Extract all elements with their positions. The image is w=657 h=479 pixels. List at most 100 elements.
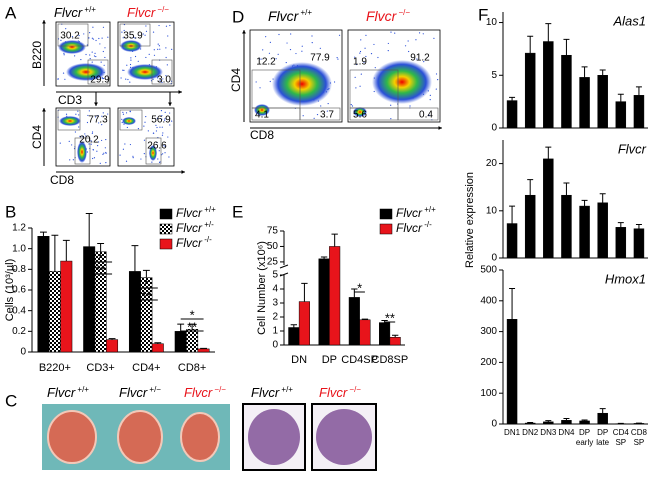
dot [171,120,173,122]
dot [258,58,261,60]
dot [107,113,109,115]
error-bar [320,256,328,259]
dot [89,54,91,56]
dot [90,143,92,145]
dot [147,130,149,132]
dot [84,133,86,135]
dot [78,126,80,128]
dot [422,33,424,35]
dot [103,152,105,154]
axes [502,140,648,259]
axis-label: CD4 [30,125,44,149]
bar [174,331,187,353]
dot [326,110,328,112]
dot [161,126,163,128]
dot [125,112,128,114]
legend-label: Flvcr +/- [176,220,214,235]
y-tick-label: 1.2 [12,223,26,234]
error-bar [635,86,642,96]
dot [165,56,167,59]
dot [152,31,155,33]
dot [59,142,61,144]
bar [506,319,518,425]
panel-letter: B [5,202,16,221]
bar [288,327,300,346]
gate [74,137,91,165]
dot [68,140,70,142]
dot [96,150,98,152]
bar [633,95,645,129]
dot [79,135,81,137]
dot [122,111,124,113]
x-tick-label: CD3+ [86,362,114,374]
dot [105,138,107,141]
genotype-label: Flvcr +/− [119,385,161,400]
gate-value: 5.6 [353,110,367,121]
bar [579,420,590,425]
cell-cluster [272,62,332,106]
gate-value: 3.7 [320,110,334,121]
dot [143,125,145,127]
tissue [316,409,372,465]
dot [278,33,280,36]
dot [137,60,139,62]
dot [122,69,124,71]
dot [100,61,102,63]
dot [82,136,84,138]
genotype-label: Flvcr −/− [127,5,169,20]
dot [93,157,96,159]
dot [157,48,159,50]
dot [373,43,375,46]
dot [63,52,65,54]
dot [91,132,93,135]
dot [78,114,80,116]
dot [94,52,96,54]
dot [96,145,99,147]
gate [57,109,81,131]
bar [506,100,518,129]
dot [145,30,148,32]
error-bar [581,66,588,78]
dot [60,39,62,42]
dot [105,151,107,154]
dot [72,159,74,161]
dot [338,34,341,36]
dot [153,54,156,56]
bar [597,202,608,259]
dot [123,69,125,71]
dot [125,78,127,80]
dot [161,81,163,84]
dot [88,143,90,145]
dot [92,38,95,40]
dot [86,44,88,46]
x-tick-label: DP late [596,428,609,447]
error-bar [62,239,70,262]
x-tick-label: DN [291,354,307,366]
dot [92,157,94,160]
dot [359,50,362,53]
dot [158,24,160,27]
gate-value: 30.2 [60,31,80,42]
error-bar [381,320,388,323]
genotype-label: Flvcr +/+ [54,5,96,20]
error-bar [635,223,642,229]
dot [377,56,379,59]
dot [319,47,321,49]
cell-cluster [77,141,87,163]
dot [409,105,411,107]
dot [160,110,163,112]
dot [71,36,74,38]
dot [269,80,271,83]
gate [87,59,109,85]
cell-cluster [59,116,81,126]
bar [524,52,536,129]
dot [129,31,131,33]
dot [355,63,358,66]
x-tick-label: DP early [576,428,593,447]
bar [48,271,61,353]
dot [133,36,135,38]
y-tick-label: 0.4 [12,305,26,316]
dot [163,144,165,147]
